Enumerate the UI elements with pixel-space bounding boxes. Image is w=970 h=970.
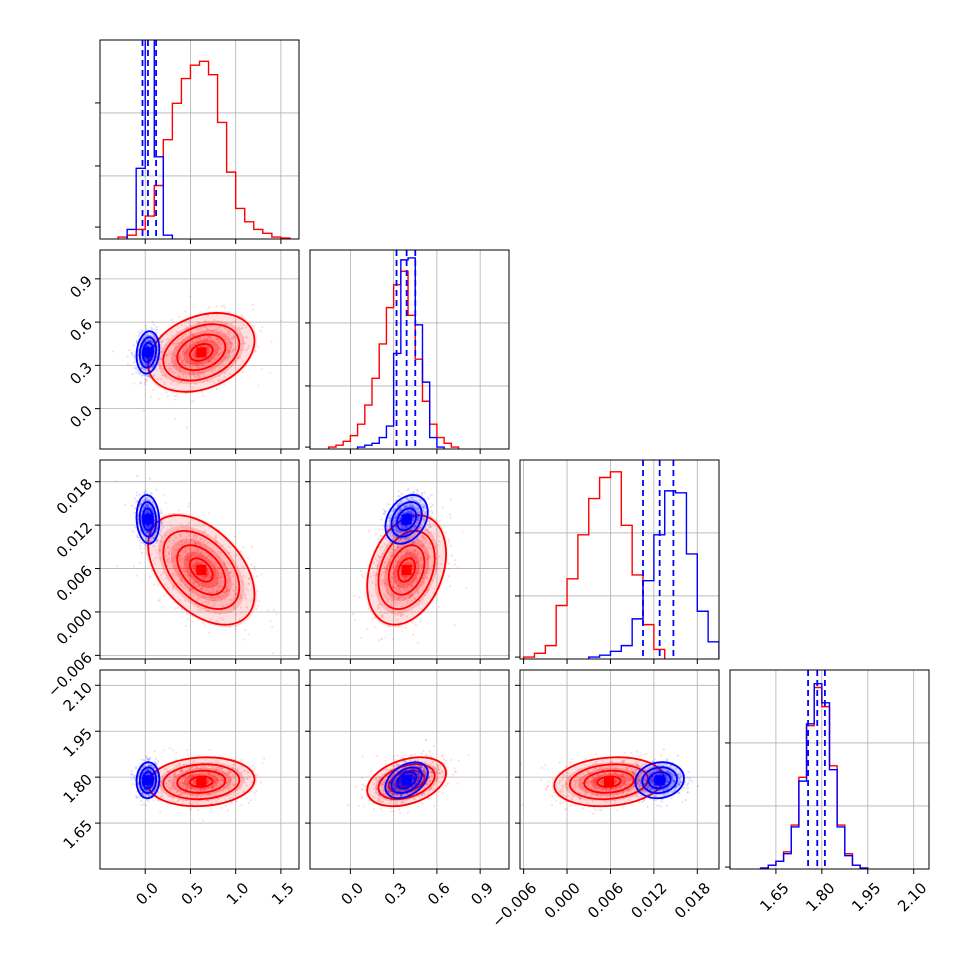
peak-bin-series-1 xyxy=(654,775,665,786)
contours-series-0 xyxy=(147,312,256,393)
scatter-panel-2-1 xyxy=(305,459,510,664)
histogram-panel-0-0 xyxy=(95,39,300,244)
scatter-panel-3-1: 0.0 0.3 0.6 0.9 xyxy=(305,669,510,909)
peak-bin-series-0 xyxy=(196,347,207,358)
histogram-panel-3-3: 1.65 1.80 1.95 2.10 xyxy=(725,669,930,915)
y-tick-label: 0.3 xyxy=(66,359,96,389)
peak-bin-series-1 xyxy=(142,514,153,525)
peak-bin-series-0 xyxy=(196,564,207,575)
histogram-series-1 xyxy=(356,257,445,449)
histogram-series-0 xyxy=(117,60,291,239)
y-tick-label: 0.000 xyxy=(53,605,96,648)
y-tick-label: 0.012 xyxy=(53,518,96,561)
histogram-series-1 xyxy=(759,682,869,869)
panel-frame xyxy=(309,459,510,660)
x-tick-label: 0.3 xyxy=(381,879,411,909)
y-tick-label: 1.80 xyxy=(60,770,96,806)
peak-bin-series-1 xyxy=(142,347,153,358)
peak-bin-series-1 xyxy=(142,775,153,786)
panel-frame xyxy=(519,669,720,870)
histogram-panel-2-2 xyxy=(515,459,720,664)
peak-bin-series-1 xyxy=(401,775,412,786)
panel-frame xyxy=(729,669,930,870)
panel-frame xyxy=(99,249,300,450)
x-tick-label: 0.006 xyxy=(584,879,627,922)
scatter-panel-1-0: 0.0 0.3 0.6 0.9 xyxy=(66,249,300,454)
x-tick-label: 0.012 xyxy=(628,879,671,922)
x-tick-label: 1.5 xyxy=(268,879,298,909)
y-tick-label: 0.9 xyxy=(66,272,96,302)
histogram-series-1 xyxy=(126,40,174,239)
y-tick-label: 0.6 xyxy=(66,315,96,345)
x-tick-label: 1.0 xyxy=(223,879,253,909)
scatter-panel-3-2: −0.006 0.000 0.006 0.012 0.018 xyxy=(488,669,720,931)
x-tick-label: 0.5 xyxy=(178,879,208,909)
peak-bin-series-0 xyxy=(401,564,412,575)
y-tick-label: 0.006 xyxy=(53,562,96,605)
y-tick-label: 1.65 xyxy=(60,816,96,852)
x-tick-label: 0.0 xyxy=(338,879,368,909)
x-tick-label: 1.95 xyxy=(848,879,884,915)
histogram-series-1 xyxy=(588,490,719,659)
x-tick-label: −0.006 xyxy=(488,879,540,931)
contours-series-1 xyxy=(135,494,161,545)
x-tick-label: 0.6 xyxy=(424,879,454,909)
peak-bin-series-0 xyxy=(604,776,615,787)
x-tick-label: 0.018 xyxy=(671,879,714,922)
x-tick-label: 0.0 xyxy=(132,879,162,909)
peak-bin-series-1 xyxy=(401,514,412,525)
panel-frame xyxy=(99,459,300,660)
scatter-panel-3-0: 1.651.801.952.100.0 0.5 1.0 1.5 xyxy=(60,669,300,909)
y-tick-label: 1.95 xyxy=(60,725,96,761)
histogram-series-0 xyxy=(328,270,460,449)
contours-series-1 xyxy=(135,330,161,375)
x-tick-label: 1.65 xyxy=(756,879,792,915)
x-tick-label: 0.9 xyxy=(467,879,497,909)
panel-frame xyxy=(99,669,300,870)
panel-frame xyxy=(309,669,510,870)
panel-frame xyxy=(309,249,510,450)
panel-frame xyxy=(99,39,300,240)
x-tick-label: 0.000 xyxy=(541,879,584,922)
peak-bin-series-0 xyxy=(196,776,207,787)
scatter-points-series-0 xyxy=(114,480,278,655)
x-tick-label: 2.10 xyxy=(894,879,930,915)
histogram-panel-1-1 xyxy=(305,249,510,454)
contours-series-1 xyxy=(384,494,429,545)
x-tick-label: 1.80 xyxy=(802,879,838,915)
y-tick-label: 0.0 xyxy=(66,402,96,432)
y-tick-label: 0.018 xyxy=(53,475,96,518)
panel-frame xyxy=(519,459,720,660)
